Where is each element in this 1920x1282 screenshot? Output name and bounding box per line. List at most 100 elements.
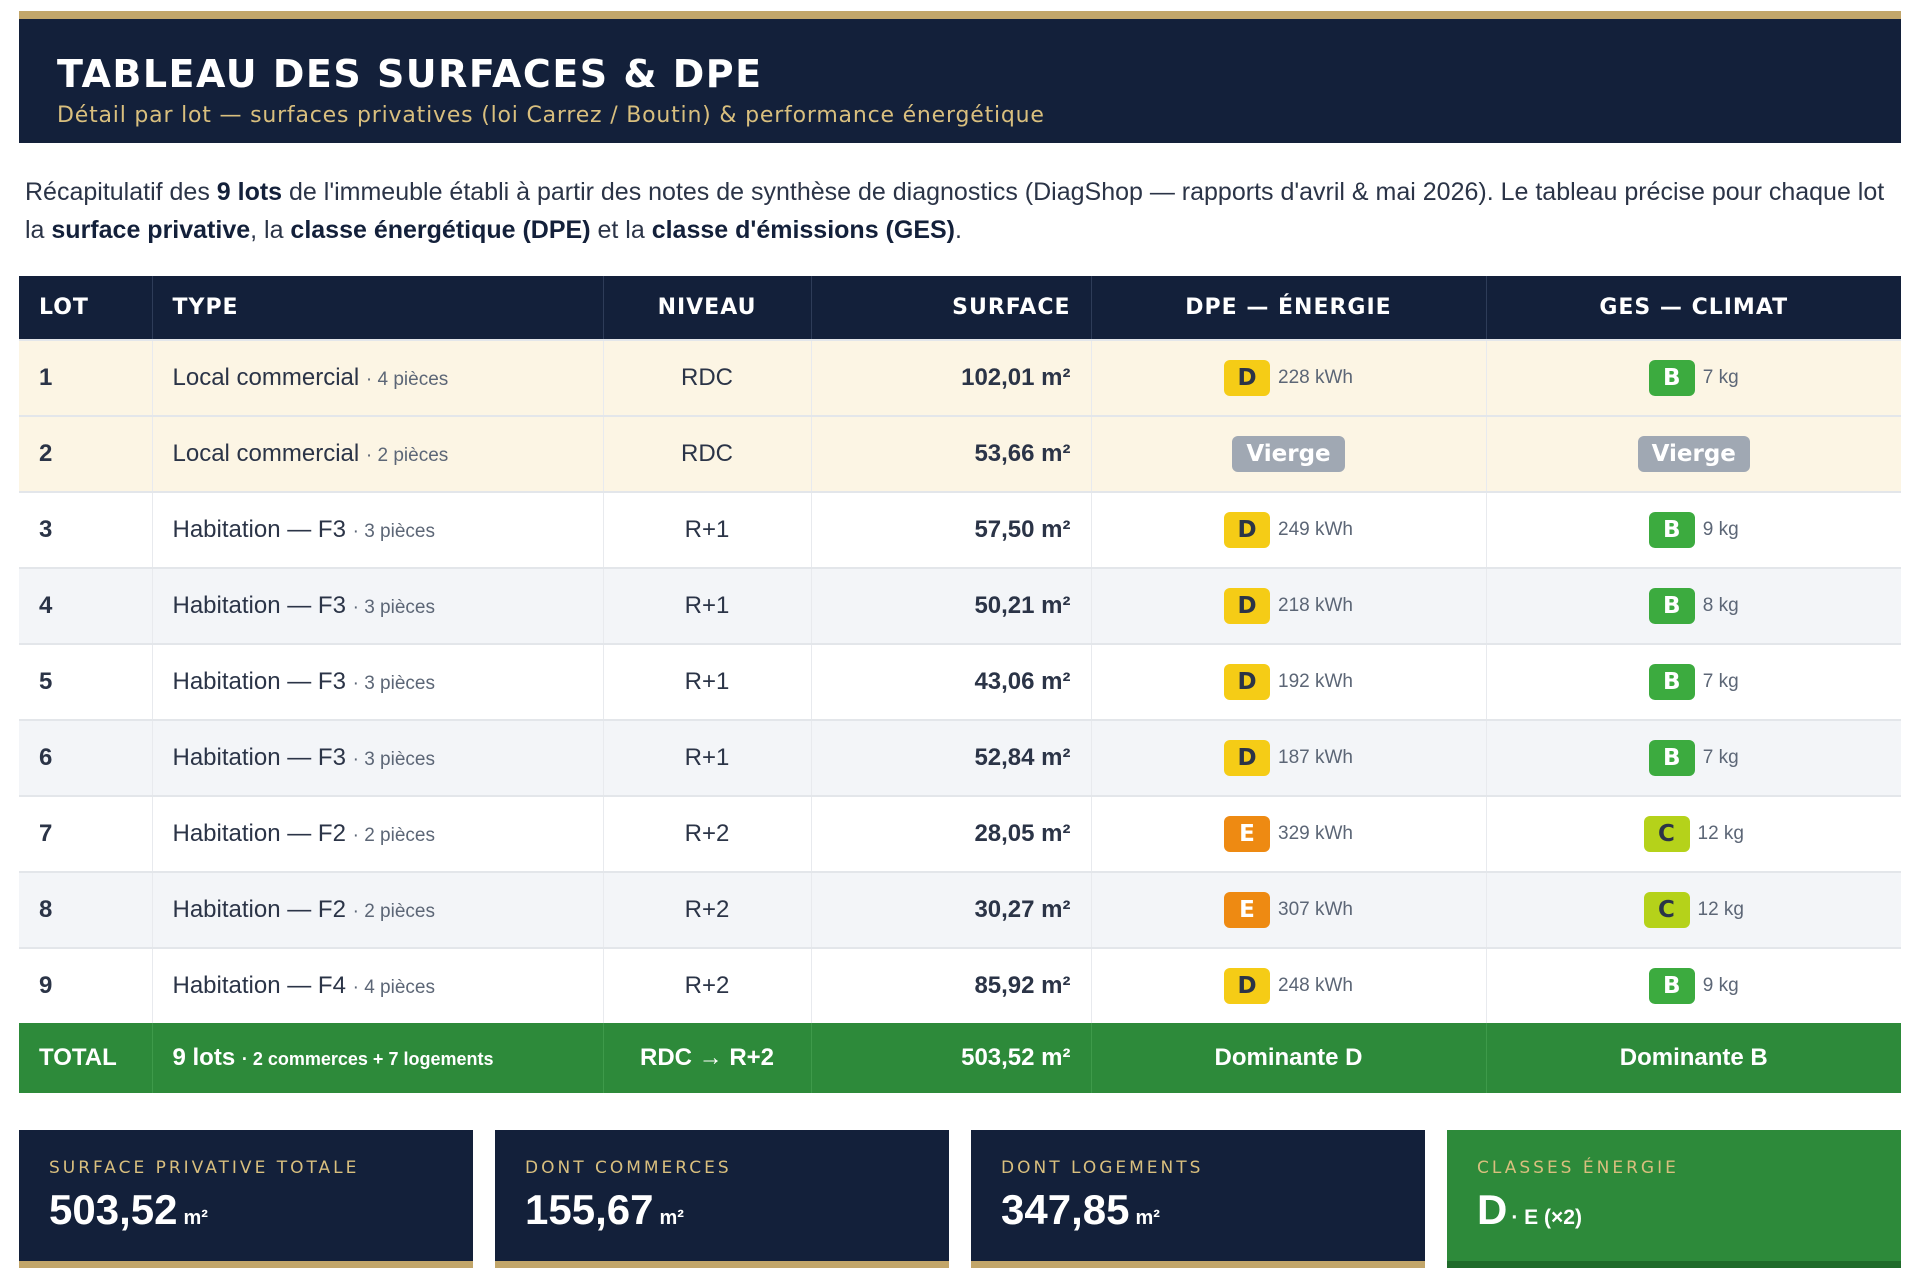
ges-value: 12 kg <box>1697 823 1744 844</box>
page-header: TABLEAU DES SURFACES & DPE Détail par lo… <box>19 11 1901 143</box>
total-dpe: Dominante D <box>1090 1023 1486 1093</box>
card-label: DONT COMMERCES <box>525 1158 732 1178</box>
intro-bold-dpe: classe énergétique (DPE) <box>290 216 591 244</box>
dpe-class-badge: D <box>1224 664 1270 700</box>
ges-value: 8 kg <box>1702 595 1739 616</box>
dpe-value: 187 kWh <box>1278 747 1353 768</box>
table-row: 1 Local commercial · 4 pièces RDC 102,01 m²… <box>19 339 1901 416</box>
dpe-cell: D 228 kWh <box>1090 339 1486 416</box>
lot-cell: 1 <box>19 339 152 416</box>
ges-value: 9 kg <box>1702 975 1739 996</box>
dpe-cell: D 192 kWh <box>1090 643 1486 720</box>
dpe-class-badge: D <box>1224 360 1270 396</box>
dpe-class-badge: E <box>1224 892 1270 928</box>
ges-class-badge: B <box>1648 360 1695 396</box>
dpe-cell: D 248 kWh <box>1090 947 1486 1023</box>
card-aux: · E (×2) <box>1511 1206 1582 1229</box>
card-unit: m² <box>183 1207 208 1229</box>
pieces-label: · 3 pièces <box>352 749 435 770</box>
ges-vierge-badge: Vierge <box>1637 436 1750 472</box>
col-header-surface: SURFACE <box>810 276 1091 340</box>
summary-card: SURFACE PRIVATIVE TOTALE 503,52 m² <box>19 1130 473 1268</box>
intro-text: Récapitulatif des <box>25 178 217 206</box>
surfaces-table: LOT TYPE NIVEAU SURFACE DPE — ÉNERGIE GE… <box>19 276 1901 1093</box>
niveau-cell: R+1 <box>602 643 811 720</box>
col-header-niveau: NIVEAU <box>602 276 811 340</box>
summary-cards: SURFACE PRIVATIVE TOTALE 503,52 m² DONT COM… <box>19 1130 1901 1268</box>
card-unit: m² <box>1135 1207 1160 1229</box>
ges-value: 7 kg <box>1702 747 1739 768</box>
type-cell: Habitation — F3 · 3 pièces <box>151 491 603 568</box>
ges-class-badge: B <box>1648 740 1695 776</box>
card-value: 347,85 <box>1001 1186 1130 1233</box>
niveau-cell: R+1 <box>602 567 811 644</box>
surface-cell: 43,06 m² <box>810 643 1091 720</box>
card-label: CLASSES ÉNERGIE <box>1477 1158 1679 1178</box>
ges-value: 7 kg <box>1702 367 1739 388</box>
lot-cell: 5 <box>19 643 152 720</box>
intro-text: , la <box>250 216 291 244</box>
pieces-label: · 2 pièces <box>365 445 449 466</box>
table-row: 7 Habitation — F2 · 2 pièces R+2 28,05 m² E 3… <box>19 795 1901 872</box>
surface-cell: 50,21 m² <box>810 567 1091 644</box>
ges-cell: C 12 kg <box>1485 871 1901 948</box>
ges-cell: B 9 kg <box>1485 947 1901 1023</box>
dpe-value: 218 kWh <box>1278 595 1353 616</box>
niveau-cell: R+2 <box>602 947 811 1023</box>
total-lots: 9 lots <box>172 1044 236 1071</box>
dpe-cell: Vierge <box>1090 415 1486 492</box>
ges-class-badge: C <box>1643 892 1690 928</box>
table-header-row: LOT TYPE NIVEAU SURFACE DPE — ÉNERGIE GE… <box>19 276 1901 340</box>
table-row: 5 Habitation — F3 · 3 pièces R+1 43,06 m² D 1… <box>19 643 1901 720</box>
type-label: Habitation — F3 <box>172 516 346 543</box>
dpe-value: 228 kWh <box>1278 367 1353 388</box>
type-label: Habitation — F3 <box>172 592 346 619</box>
lot-cell: 6 <box>19 719 152 796</box>
niveau-cell: RDC <box>602 415 811 492</box>
dpe-cell: D 218 kWh <box>1090 567 1486 644</box>
ges-value: 7 kg <box>1702 671 1739 692</box>
type-label: Habitation — F2 <box>172 896 346 923</box>
card-label: DONT LOGEMENTS <box>1001 1158 1204 1178</box>
type-cell: Habitation — F3 · 3 pièces <box>151 643 603 720</box>
dpe-class-badge: D <box>1224 588 1270 624</box>
ges-class-badge: B <box>1648 968 1695 1004</box>
dpe-cell: E 307 kWh <box>1090 871 1486 948</box>
table-row: 3 Habitation — F3 · 3 pièces R+1 57,50 m² D 2… <box>19 491 1901 568</box>
summary-card: DONT LOGEMENTS 347,85 m² <box>971 1130 1425 1268</box>
niveau-cell: R+1 <box>602 491 811 568</box>
dpe-cell: E 329 kWh <box>1090 795 1486 872</box>
table-row: 4 Habitation — F3 · 3 pièces R+1 50,21 m² D 2… <box>19 567 1901 644</box>
card-unit: m² <box>659 1207 684 1229</box>
pieces-label: · 2 pièces <box>352 901 435 922</box>
type-label: Local commercial <box>172 364 360 391</box>
type-label: Habitation — F3 <box>172 668 346 695</box>
type-cell: Habitation — F3 · 3 pièces <box>151 719 603 796</box>
dpe-value: 192 kWh <box>1278 671 1353 692</box>
type-cell: Habitation — F3 · 3 pièces <box>151 567 603 644</box>
type-cell: Local commercial · 2 pièces <box>151 415 603 492</box>
ges-class-badge: B <box>1648 664 1695 700</box>
pieces-label: · 2 pièces <box>352 825 435 846</box>
ges-cell: B 7 kg <box>1485 339 1901 416</box>
intro-paragraph: Récapitulatif des 9 lots de l'immeuble é… <box>25 173 1895 249</box>
dpe-class-badge: D <box>1224 968 1270 1004</box>
surface-cell: 30,27 m² <box>810 871 1091 948</box>
dpe-cell: D 187 kWh <box>1090 719 1486 796</box>
pieces-label: · 4 pièces <box>352 977 435 998</box>
ges-cell: B 8 kg <box>1485 567 1901 644</box>
lot-cell: 3 <box>19 491 152 568</box>
surface-cell: 52,84 m² <box>810 719 1091 796</box>
surface-cell: 102,01 m² <box>810 339 1091 416</box>
page-title: TABLEAU DES SURFACES & DPE <box>57 52 763 96</box>
card-value: 155,67 <box>525 1186 654 1233</box>
intro-bold-ges: classe d'émissions (GES) <box>651 216 955 244</box>
intro-text: de l'immeuble établi à partir des notes … <box>25 178 1885 244</box>
dpe-value: 249 kWh <box>1278 519 1353 540</box>
intro-bold-surface: surface privative <box>51 216 251 244</box>
surface-cell: 57,50 m² <box>810 491 1091 568</box>
summary-card: DONT COMMERCES 155,67 m² <box>495 1130 949 1268</box>
card-value: 503,52 <box>49 1186 178 1233</box>
lot-cell: 4 <box>19 567 152 644</box>
lot-cell: 8 <box>19 871 152 948</box>
